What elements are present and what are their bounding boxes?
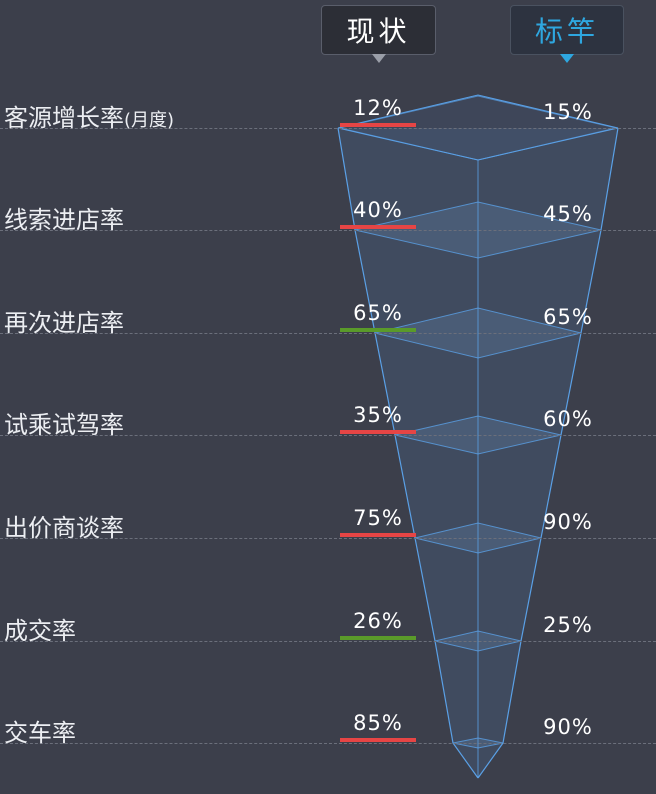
benchmark-value: 60% — [543, 407, 593, 431]
funnel-edge-right — [477, 127, 619, 779]
current-value: 65% — [353, 301, 403, 325]
caret-down-icon — [560, 54, 574, 63]
tab-benchmark[interactable]: 标竿 — [510, 5, 624, 63]
stage-label: 试乘试驾率 — [4, 405, 124, 440]
status-bar — [340, 738, 416, 742]
benchmark-value: 90% — [543, 715, 593, 739]
status-bar — [340, 430, 416, 434]
current-value: 12% — [353, 96, 403, 120]
stage-label-sub: (月度) — [124, 110, 175, 131]
benchmark-value: 90% — [543, 510, 593, 534]
stage-label-text: 客源增长率 — [4, 104, 124, 132]
row-divider — [0, 641, 656, 642]
status-bar — [340, 123, 416, 127]
stage-label-text: 交车率 — [4, 719, 76, 747]
current-value: 75% — [353, 506, 403, 530]
row-divider — [0, 435, 656, 436]
tab-current[interactable]: 现状 — [321, 5, 436, 63]
stage-label-text: 成交率 — [4, 617, 76, 645]
tab-benchmark-label: 标竿 — [534, 15, 599, 48]
row-divider — [0, 538, 656, 539]
stage-label: 出价商谈率 — [4, 508, 124, 543]
tab-current-label: 现状 — [346, 15, 411, 48]
benchmark-value: 45% — [543, 202, 593, 226]
caret-down-icon — [371, 54, 386, 63]
stage-label: 交车率 — [4, 713, 76, 748]
stage-label: 成交率 — [4, 611, 76, 646]
stage-label: 再次进店率 — [4, 303, 124, 338]
stage-label: 客源增长率(月度) — [4, 98, 174, 133]
stage-label-text: 线索进店率 — [4, 206, 124, 234]
stage-label-text: 试乘试驾率 — [4, 411, 124, 439]
status-bar — [340, 533, 416, 537]
status-bar — [340, 225, 416, 229]
row-divider — [0, 230, 656, 231]
current-value: 26% — [353, 609, 403, 633]
stage-label-text: 出价商谈率 — [4, 514, 124, 542]
benchmark-value: 15% — [543, 100, 593, 124]
benchmark-value: 65% — [543, 305, 593, 329]
stage-label-text: 再次进店率 — [4, 309, 124, 337]
status-bar — [340, 328, 416, 332]
current-value: 85% — [353, 711, 403, 735]
benchmark-value: 25% — [543, 613, 593, 637]
current-value: 35% — [353, 403, 403, 427]
funnel-edge-left — [337, 127, 479, 779]
stage-label: 线索进店率 — [4, 200, 124, 235]
current-value: 40% — [353, 198, 403, 222]
status-bar — [340, 636, 416, 640]
row-divider — [0, 743, 656, 744]
row-divider — [0, 128, 656, 129]
row-divider — [0, 333, 656, 334]
